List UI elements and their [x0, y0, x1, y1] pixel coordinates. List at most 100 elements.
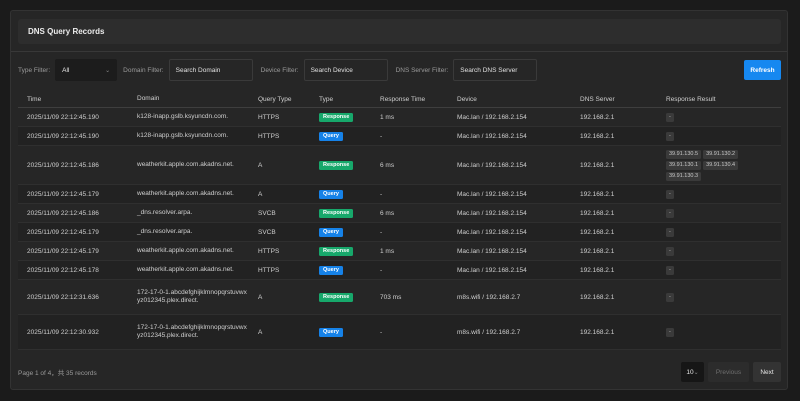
table-row[interactable]: 2025/11/09 22:12:31.636 172-17-0-1.abcde…: [18, 280, 781, 315]
dns-server-filter-input[interactable]: Search DNS Server: [453, 59, 538, 81]
table-row[interactable]: 2025/11/09 22:12:45.186 weatherkit.apple…: [18, 146, 781, 185]
dns-records-card: DNS Query Records Type Filter: All ⌄ Dom…: [10, 10, 788, 390]
table-row[interactable]: 2025/11/09 22:12:45.179 _dns.resolver.ar…: [18, 223, 781, 242]
result-chip: -: [666, 131, 674, 141]
table-row[interactable]: 2025/11/09 22:12:45.179 weatherkit.apple…: [18, 242, 781, 261]
cell-dns-server: 192.168.2.1: [580, 161, 615, 169]
cell-response-result: -: [657, 292, 781, 303]
cell-type: Query: [310, 131, 371, 141]
cell-device: Mac.lan / 192.168.2.154: [457, 190, 527, 198]
table-row[interactable]: 2025/11/09 22:12:30.932 172-17-0-1.abcde…: [18, 315, 781, 350]
cell-response-time: 1 ms: [380, 247, 395, 255]
result-chip: -: [666, 327, 674, 337]
cell-dns-server: 192.168.2.1: [580, 293, 615, 301]
table-row[interactable]: 2025/11/09 22:12:45.186 _dns.resolver.ar…: [18, 204, 781, 223]
response-badge: Response: [319, 208, 354, 218]
column-header-time[interactable]: Time: [27, 95, 42, 103]
column-header-type[interactable]: Type: [319, 95, 334, 103]
cell-type: Response: [310, 246, 371, 256]
cell-dns-server: 192.168.2.1: [580, 190, 615, 198]
table-row[interactable]: 2025/11/09 22:12:45.178 weatherkit.apple…: [18, 261, 781, 280]
page-size-value: 10: [686, 368, 694, 376]
cell-response-result: -: [657, 246, 781, 257]
dns-server-filter-placeholder: Search DNS Server: [460, 66, 518, 74]
query-badge: Query: [319, 131, 343, 141]
table-row[interactable]: 2025/11/09 22:12:45.190 k128-inapp.gslb.…: [18, 108, 781, 127]
ip-list: 39.91.130.5 39.91.130.2 39.91.130.1 39.9…: [666, 149, 751, 182]
pager: 10 ⌄ Previous Next: [681, 362, 781, 382]
cell-time: 2025/11/09 22:12:45.186: [27, 161, 99, 169]
domain-filter-label: Domain Filter:: [123, 66, 164, 74]
cell-domain: k128-inapp.gslb.ksyuncdn.com.: [137, 131, 229, 139]
ip-chip: 39.91.130.1: [666, 160, 702, 170]
cell-time: 2025/11/09 22:12:45.179: [27, 190, 99, 198]
chevron-down-icon: ⌄: [105, 67, 111, 74]
cell-dns-server: 192.168.2.1: [580, 228, 615, 236]
cell-response-result: -: [657, 265, 781, 276]
column-header-query-type[interactable]: Query Type: [258, 95, 292, 103]
cell-time: 2025/11/09 22:12:30.932: [27, 328, 99, 336]
cell-response-time: -: [380, 190, 383, 198]
query-badge: Query: [319, 327, 343, 337]
page-size-select[interactable]: 10 ⌄: [681, 362, 704, 382]
cell-device: Mac.lan / 192.168.2.154: [457, 228, 527, 236]
query-badge: Query: [319, 189, 343, 199]
column-header-device[interactable]: Device: [457, 95, 477, 103]
ip-chip: 39.91.130.4: [703, 160, 739, 170]
response-badge: Response: [319, 112, 354, 122]
type-filter-label: Type Filter:: [18, 66, 51, 74]
domain-filter-input[interactable]: Search Domain: [168, 59, 253, 81]
cell-time: 2025/11/09 22:12:45.190: [27, 132, 99, 140]
cell-type: Response: [310, 112, 371, 122]
cell-device: Mac.lan / 192.168.2.154: [457, 247, 527, 255]
column-header-domain[interactable]: Domain: [137, 94, 160, 102]
cell-domain: _dns.resolver.arpa.: [137, 208, 193, 216]
pagination-bar: Page 1 of 4，共 35 records 10 ⌄ Previous Ne…: [18, 361, 781, 383]
type-filter-select[interactable]: All ⌄: [55, 59, 118, 81]
result-chip: -: [666, 208, 674, 218]
cell-dns-server: 192.168.2.1: [580, 247, 615, 255]
previous-page-button[interactable]: Previous: [708, 362, 749, 382]
ip-chip: 39.91.130.5: [666, 149, 702, 159]
result-chip: -: [666, 292, 674, 302]
refresh-button[interactable]: Refresh: [744, 60, 781, 80]
device-filter-label: Device Filter:: [260, 66, 299, 74]
cell-response-result: -: [657, 131, 781, 142]
cell-query-type: A: [258, 161, 263, 169]
query-badge: Query: [319, 265, 343, 275]
column-header-response-result[interactable]: Response Result: [666, 95, 716, 103]
response-badge: Response: [319, 160, 354, 170]
cell-response-time: -: [380, 132, 383, 140]
cell-response-result: -: [657, 208, 781, 219]
cell-query-type: SVCB: [258, 228, 276, 236]
table-row[interactable]: 2025/11/09 22:12:45.190 k128-inapp.gslb.…: [18, 127, 781, 146]
cell-type: Query: [310, 327, 371, 337]
page-info: Page 1 of 4，共 35 records: [18, 370, 97, 377]
header-bar: DNS Query Records: [18, 19, 781, 44]
dns-records-table: Time Domain Query Type Type Response Tim…: [18, 91, 781, 350]
column-header-response-time[interactable]: Response Time: [380, 95, 426, 103]
next-page-button[interactable]: Next: [753, 362, 781, 382]
cell-response-result: -: [657, 112, 781, 123]
column-header-dns-server[interactable]: DNS Server: [580, 95, 615, 103]
cell-response-time: 703 ms: [380, 293, 402, 301]
cell-time: 2025/11/09 22:12:45.190: [27, 113, 99, 121]
cell-device: Mac.lan / 192.168.2.154: [457, 209, 527, 217]
page-title: DNS Query Records: [28, 27, 105, 36]
cell-type: Response: [310, 160, 371, 170]
cell-query-type: HTTPS: [258, 113, 280, 121]
cell-time: 2025/11/09 22:12:45.186: [27, 209, 99, 217]
table-row[interactable]: 2025/11/09 22:12:45.179 weatherkit.apple…: [18, 185, 781, 204]
cell-domain: 172-17-0-1.abcdefghijklmnopqrstuvwxyz012…: [137, 288, 247, 305]
device-filter-input[interactable]: Search Device: [303, 59, 388, 81]
cell-device: Mac.lan / 192.168.2.154: [457, 132, 527, 140]
cell-query-type: A: [258, 190, 263, 198]
cell-device: Mac.lan / 192.168.2.154: [457, 161, 527, 169]
cell-response-result: -: [657, 189, 781, 200]
cell-device: Mac.lan / 192.168.2.154: [457, 113, 527, 121]
cell-time: 2025/11/09 22:12:31.636: [27, 293, 99, 301]
cell-response-time: -: [380, 266, 383, 274]
cell-domain: weatherkit.apple.com.akadns.net.: [137, 265, 234, 273]
cell-time: 2025/11/09 22:12:45.179: [27, 247, 99, 255]
cell-time: 2025/11/09 22:12:45.178: [27, 266, 99, 274]
